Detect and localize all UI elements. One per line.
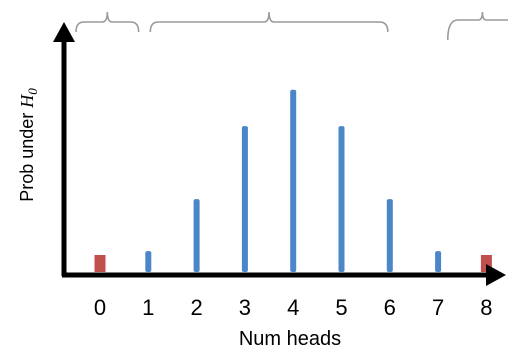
y-axis-label-prefix: Prob under xyxy=(17,108,37,202)
bar-7 xyxy=(435,251,442,272)
x-tick-label-2: 2 xyxy=(190,295,202,320)
x-axis-label: Num heads xyxy=(239,328,341,350)
x-tick-labels: 0 1 2 3 4 5 6 7 8 xyxy=(94,295,493,320)
bars xyxy=(94,89,492,272)
bar-6 xyxy=(386,199,393,272)
x-tick-label-1: 1 xyxy=(142,295,154,320)
x-tick-label-6: 6 xyxy=(384,295,396,320)
bar-3 xyxy=(241,126,248,272)
x-tick-label-3: 3 xyxy=(239,295,251,320)
bar-1 xyxy=(145,251,152,272)
x-tick-label-8: 8 xyxy=(480,295,492,320)
x-tick-label-0: 0 xyxy=(94,295,106,320)
bracket-0 xyxy=(75,11,140,33)
y-axis-arrow xyxy=(53,22,75,42)
x-tick-label-4: 4 xyxy=(287,295,299,320)
axes xyxy=(53,22,506,286)
y-axis-label: Prob under H0 xyxy=(17,88,40,202)
bracket-2 xyxy=(446,11,508,41)
bar-4 xyxy=(290,89,297,272)
bar-5 xyxy=(338,126,345,272)
y-axis-label-symbol: H xyxy=(17,94,37,109)
y-axis-label-subscript: 0 xyxy=(25,88,40,95)
x-axis-arrow xyxy=(486,264,506,286)
bar-2 xyxy=(193,199,200,272)
bracket-1 xyxy=(149,11,389,33)
bar-highlighted-0 xyxy=(94,255,106,272)
x-tick-label-7: 7 xyxy=(432,295,444,320)
x-tick-label-5: 5 xyxy=(335,295,347,320)
brackets xyxy=(75,11,508,41)
bar-highlighted-8 xyxy=(480,255,492,272)
